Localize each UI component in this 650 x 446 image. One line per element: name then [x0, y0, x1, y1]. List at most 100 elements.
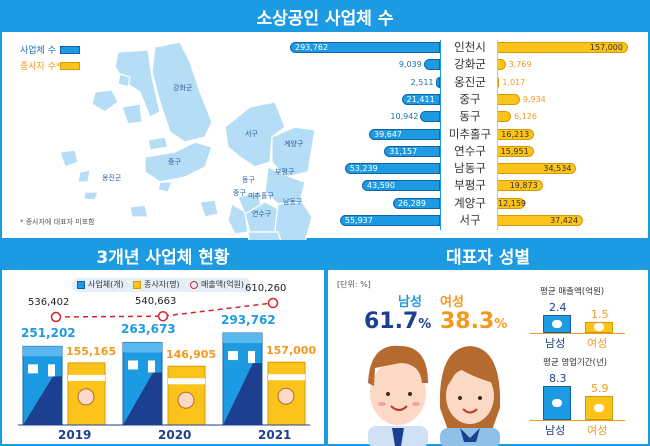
map-namdong: [274, 201, 313, 240]
male-avatar: [368, 345, 428, 446]
sales-marker: [50, 311, 62, 323]
business-house-window: [228, 351, 238, 361]
map-label-yeonsu: 연수구: [252, 210, 272, 218]
map-ganghwa: [151, 41, 213, 143]
region-label: 인천시: [454, 40, 486, 54]
business-bar: 26,289: [392, 197, 440, 209]
worker-icon: [177, 391, 195, 409]
sales-line: [55, 302, 274, 318]
business-house-roof: [23, 346, 62, 357]
female-percent-value: 38.3: [440, 309, 495, 334]
male-percent: 61.7%: [364, 309, 431, 334]
workers-house-awning: [168, 378, 205, 385]
workers-bar: 37,424: [497, 215, 584, 226]
axis-left: [440, 40, 441, 230]
male-percent-value: 61.7: [364, 309, 419, 334]
workers-bar-label: 6,126: [514, 112, 537, 122]
map-label-jung: 중구: [233, 189, 246, 197]
worker-icon: [77, 388, 95, 406]
incheon-map: [59, 41, 316, 240]
business-bar: 31,157: [384, 145, 440, 157]
business-bar-label: 2,511: [410, 77, 434, 87]
female-label: 여성: [440, 295, 464, 310]
pct-sign: %: [494, 317, 508, 332]
avg-period-title: 평균 영업기간(년): [543, 358, 608, 368]
region-label: 남동구: [454, 161, 486, 176]
map-label-jung-island: 중구: [168, 158, 181, 166]
footnote: * 종사자에 대표자 미포함: [20, 218, 95, 226]
bar-value: 2.4: [549, 301, 567, 314]
pct-sign: %: [418, 317, 432, 332]
workers-bar-label: 9,934: [522, 94, 546, 104]
top-title: 소상공인 사업체 수: [0, 0, 650, 32]
legend-business-swatch: [77, 281, 85, 289]
sales-value: 610,260: [245, 282, 287, 294]
workers-value: 157,000: [266, 344, 317, 358]
region-label: 부평구: [454, 178, 486, 193]
business-house-shadow: [23, 376, 62, 425]
region-label: 중구: [459, 91, 481, 106]
workers-value: 155,165: [66, 344, 117, 358]
map-yeonsu: [247, 231, 282, 240]
workers-bar: [497, 93, 520, 105]
bar-category: 남성: [545, 424, 566, 437]
three-year-legend: [72, 278, 252, 292]
workers-house-awning: [68, 374, 105, 381]
bar-value: 8.3: [549, 371, 567, 385]
year-label: 2020: [158, 428, 192, 442]
workers-bar: 34,534: [497, 163, 577, 175]
gender-illustration: [368, 345, 501, 446]
business-bar: 21,411: [401, 93, 440, 105]
coin-icon: [552, 398, 562, 407]
workers-value: 146,905: [166, 348, 217, 362]
left-title: 3개년 사업체 현황: [0, 240, 326, 270]
sales-value: 536,402: [28, 297, 70, 308]
business-bar: 55,937: [339, 215, 440, 226]
business-value: 293,762: [221, 313, 276, 328]
male-label: 남성: [398, 295, 422, 310]
map-gyeyang: [271, 126, 316, 178]
legend-workers-swatch: [60, 62, 80, 70]
workers-bar: [497, 111, 512, 123]
legend-workers-label: 종사자 수*: [20, 62, 61, 72]
map-label-namdong: 남동구: [283, 198, 303, 206]
map-label-dong: 동구: [242, 176, 255, 184]
business-bar: 43,590: [361, 180, 440, 192]
year-label: 2021: [258, 428, 292, 442]
sales-marker: [267, 297, 279, 309]
axis-right: [497, 40, 498, 230]
business-value: 263,673: [121, 322, 176, 337]
coin-icon: [594, 323, 604, 332]
region-label: 계양구: [454, 195, 486, 210]
business-bar-label: 10,942: [390, 112, 419, 122]
worker-icon: [277, 387, 295, 405]
business-value: 251,202: [21, 326, 76, 341]
bar-baseline: [530, 420, 625, 421]
map-jung-island: [144, 141, 213, 183]
year-label: 2019: [58, 428, 92, 442]
bar-baseline: [530, 333, 625, 334]
region-label: 동구: [459, 109, 481, 124]
bar-value: 5.9: [591, 381, 609, 395]
workers-bar: 19,873: [497, 180, 543, 192]
right-title: 대표자 성별: [326, 240, 650, 270]
workers-bar-label: 1,017: [502, 77, 526, 87]
legend-sales-marker: [190, 281, 198, 289]
coin-icon: [594, 403, 604, 412]
bar-category: 남성: [545, 337, 566, 350]
region-label: 강화군: [454, 57, 486, 72]
legend-workers-swatch: [133, 281, 141, 289]
bar-category: 여성: [587, 337, 608, 350]
region-label: 미추홀구: [448, 126, 492, 141]
map-label-ganghwa: 강화군: [173, 84, 193, 92]
three-year-chart: [18, 297, 310, 426]
sales-marker: [157, 310, 169, 322]
region-label: 서구: [459, 213, 481, 227]
map-islands-north: [114, 49, 161, 118]
map-label-michuhol: 미추홀구: [248, 192, 274, 200]
business-bar: [435, 76, 440, 88]
workers-bar: 15,951: [497, 145, 534, 157]
business-bar: [423, 59, 440, 71]
business-bar: [420, 111, 440, 123]
map-label-seo: 서구: [245, 130, 258, 138]
